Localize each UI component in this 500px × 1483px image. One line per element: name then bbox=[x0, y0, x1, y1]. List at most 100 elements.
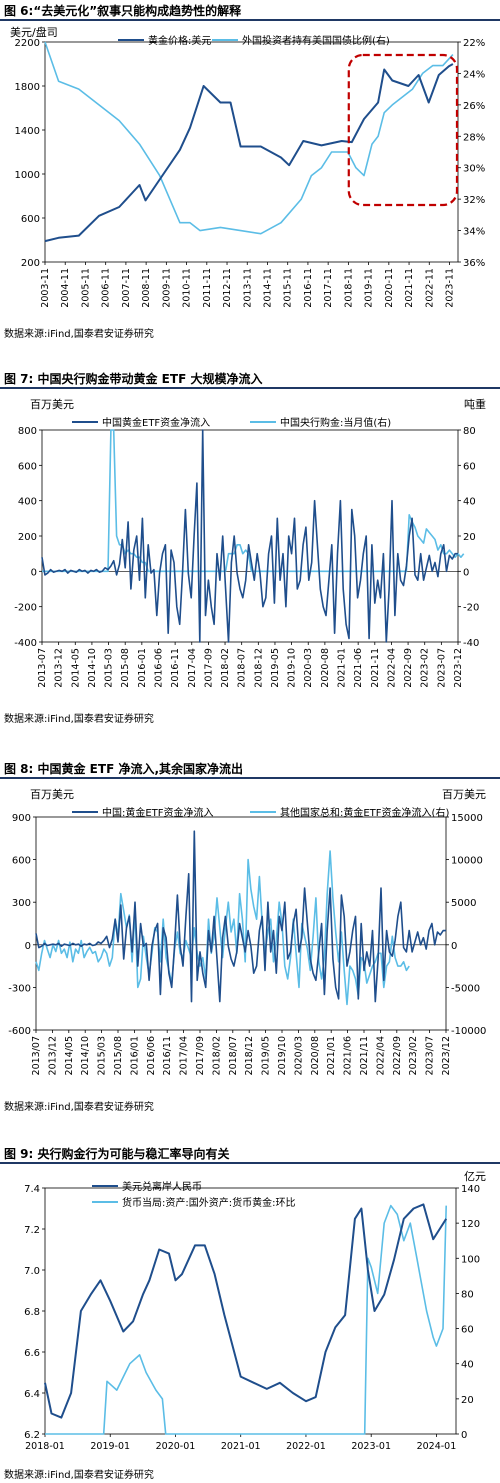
figure-8-title-rule bbox=[0, 777, 500, 779]
x-tick-label: 2015-08 bbox=[120, 648, 131, 688]
y2-tick-label: -20 bbox=[463, 603, 479, 614]
y2-tick-label: 140 bbox=[461, 1184, 480, 1195]
x-tick-label: 2020-08 bbox=[320, 648, 331, 688]
series-right-line bbox=[35, 850, 410, 1006]
y2-tick-label: 40 bbox=[463, 497, 476, 508]
y-tick-label: 0 bbox=[31, 567, 37, 578]
x-tick-label: 2019-10 bbox=[287, 648, 298, 688]
x-tick-label: 2016/06 bbox=[146, 1036, 157, 1075]
x-tick-label: 2024-01 bbox=[417, 1441, 457, 1452]
x-tick-label: 2016/01 bbox=[129, 1036, 140, 1075]
x-tick-label: 2006-11 bbox=[101, 268, 112, 308]
x-tick-label: 2019-01 bbox=[90, 1441, 130, 1452]
y2-tick-label: 20 bbox=[463, 532, 476, 543]
figure-7-source: 数据来源:iFind,国泰君安证券研究 bbox=[4, 714, 154, 725]
chart-usdcnh-vs-gold: 7.47.27.06.86.66.46.21401201008060402002… bbox=[24, 1170, 486, 1452]
x-tick-label: 2007-11 bbox=[121, 268, 132, 308]
y-tick-label: 0 bbox=[25, 941, 31, 952]
x-tick-label: 2020-11 bbox=[384, 268, 395, 308]
x-tick-label: 2008-11 bbox=[141, 268, 152, 308]
y2-tick-label: 15000 bbox=[451, 813, 483, 824]
x-tick-label: 2016/11 bbox=[162, 1036, 173, 1075]
x-tick-label: 2023-07 bbox=[436, 648, 447, 688]
figure-6-source: 数据来源:iFind,国泰君安证券研究 bbox=[4, 329, 154, 340]
y-tick-label: 200 bbox=[18, 532, 37, 543]
chart-gold-vs-foreign-holdings: 2200 1800 1400 1000 600 200 22% 24% 26% 28% 30% 32%… bbox=[10, 25, 485, 308]
chart-china-etf-vs-others: 900 600 300 0 -300 -600 15000 10000 5000 0 -5000 -1… bbox=[8, 788, 486, 1075]
figure-8-title: 图 8: 中国黄金 ETF 净流入,其余国家净流出 bbox=[4, 762, 243, 776]
series-foreign-holdings-line bbox=[44, 41, 454, 235]
series-usdcnh-line bbox=[44, 1203, 448, 1419]
y2-tick-label: 80 bbox=[463, 426, 476, 437]
y-tick-label: 600 bbox=[12, 856, 31, 867]
y2-tick-label: 24% bbox=[463, 69, 485, 80]
y-tick-label: 7.0 bbox=[24, 1266, 40, 1277]
x-tick-label: 2013-07 bbox=[37, 648, 48, 688]
x-tick-label: 2018-02 bbox=[220, 648, 231, 688]
x-tick-label: 2017-09 bbox=[203, 648, 214, 688]
x-tick-label: 2020/08 bbox=[310, 1036, 321, 1075]
x-tick-label: 2023/02 bbox=[408, 1036, 419, 1075]
x-tick-label: 2021-11 bbox=[370, 648, 381, 688]
y-tick-label: 1000 bbox=[15, 170, 40, 181]
x-tick-label: 2021-11 bbox=[404, 268, 415, 308]
x-tick-label: 2022-11 bbox=[424, 268, 435, 308]
x-tick-label: 2016-11 bbox=[303, 268, 314, 308]
x-tick-label: 2009-11 bbox=[161, 268, 172, 308]
x-tick-label: 2014/10 bbox=[80, 1036, 91, 1075]
x-tick-label: 2015-11 bbox=[283, 268, 294, 308]
y2-tick-label: 10000 bbox=[451, 856, 483, 867]
x-tick-label: 2016-01 bbox=[137, 648, 148, 688]
y-tick-label: 2200 bbox=[15, 38, 40, 49]
y-tick-label: 6.6 bbox=[24, 1348, 40, 1359]
x-tick-label: 2014-10 bbox=[87, 648, 98, 688]
y2-axis-title: 百万美元 bbox=[442, 788, 486, 801]
y2-tick-label: 28% bbox=[463, 132, 485, 143]
y-tick-label: 400 bbox=[18, 497, 37, 508]
x-tick-label: 2023/07 bbox=[425, 1036, 436, 1075]
y-tick-label: -300 bbox=[8, 983, 31, 994]
x-tick-label: 2023/12 bbox=[441, 1036, 452, 1075]
legend-pboc-gold-label: 货币当局:资产:国外资产:货币黄金:环比 bbox=[122, 1196, 295, 1209]
x-tick-label: 2016-11 bbox=[170, 648, 181, 688]
y2-tick-label: 120 bbox=[461, 1219, 480, 1230]
y2-tick-label: 60 bbox=[463, 461, 476, 472]
x-tick-label: 2018-12 bbox=[253, 648, 264, 688]
legend-left-series-label: 中国:黄金ETF资金净流入 bbox=[102, 806, 214, 819]
y-tick-label: -200 bbox=[14, 603, 37, 614]
y2-tick-label: 60 bbox=[461, 1325, 474, 1336]
y2-tick-label: 0 bbox=[451, 941, 457, 952]
x-tick-label: 2021-06 bbox=[353, 648, 364, 688]
figure-7-title-rule bbox=[0, 387, 500, 389]
y2-tick-label: -10000 bbox=[451, 1026, 486, 1037]
y2-axis-title: 亿元 bbox=[464, 1170, 486, 1183]
series-pboc-gold-line bbox=[45, 1204, 447, 1435]
x-tick-label: 2013-12 bbox=[54, 648, 65, 688]
x-tick-label: 2022-04 bbox=[386, 648, 397, 688]
y2-axis-title: 吨重 bbox=[464, 397, 486, 411]
x-tick-label: 2018-11 bbox=[343, 268, 354, 308]
x-tick-label: 2022/09 bbox=[392, 1036, 403, 1075]
x-tick-label: 2023-02 bbox=[420, 648, 431, 688]
x-tick-label: 2016-06 bbox=[153, 648, 164, 688]
x-tick-label: 2018/02 bbox=[211, 1036, 222, 1075]
chart-china-etf-vs-pboc: 8006004002000-200-400806040200-20-402013… bbox=[14, 397, 486, 688]
x-tick-label: 2017-04 bbox=[187, 648, 198, 688]
x-tick-label: 2018/07 bbox=[228, 1036, 239, 1075]
x-tick-label: 2020-03 bbox=[303, 648, 314, 688]
y-tick-label: 600 bbox=[18, 461, 37, 472]
x-tick-label: 2022/04 bbox=[375, 1036, 386, 1075]
x-tick-label: 2021-01 bbox=[337, 648, 348, 688]
x-tick-label: 2021/01 bbox=[326, 1036, 337, 1075]
y2-tick-label: 0 bbox=[463, 567, 469, 578]
plot-frame bbox=[44, 41, 459, 263]
x-tick-label: 2015-03 bbox=[104, 648, 115, 688]
x-tick-label: 2017-11 bbox=[323, 268, 334, 308]
x-tick-label: 2014-05 bbox=[70, 648, 81, 688]
x-tick-label: 2023-12 bbox=[453, 648, 464, 688]
figure-8-source: 数据来源:iFind,国泰君安证券研究 bbox=[4, 1102, 154, 1113]
y-axis-title: 百万美元 bbox=[30, 398, 74, 411]
x-tick-label: 2012-11 bbox=[222, 268, 233, 308]
y-tick-label: 7.4 bbox=[24, 1184, 40, 1195]
y2-tick-label: 5000 bbox=[451, 898, 476, 909]
